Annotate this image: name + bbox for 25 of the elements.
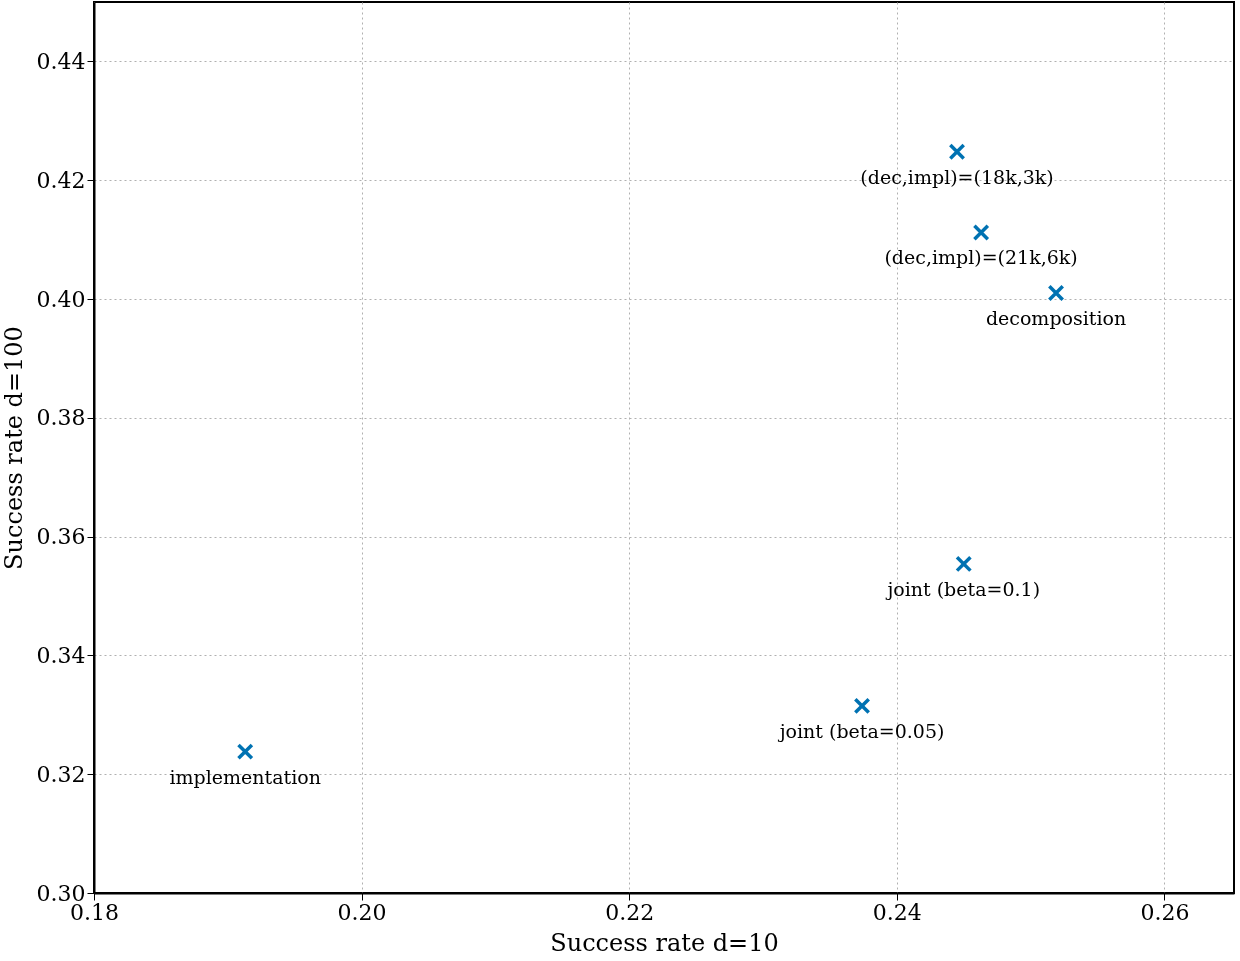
annotation: (dec,impl)=(21k,6k) xyxy=(884,246,1078,269)
x-axis-title: Success rate d=10 xyxy=(550,928,779,957)
annotation: decomposition xyxy=(985,307,1127,330)
point xyxy=(972,224,990,241)
point xyxy=(955,555,973,573)
point xyxy=(853,697,871,715)
y-tick-label: 0.42 xyxy=(36,167,86,193)
point xyxy=(948,143,966,161)
point xyxy=(236,743,254,761)
x-tick-label: 0.26 xyxy=(1140,899,1190,925)
point xyxy=(1047,284,1065,302)
x-tick-label: 0.20 xyxy=(337,899,387,925)
y-tick-label: 0.44 xyxy=(36,48,86,74)
y-axis-title: Success rate d=100 xyxy=(0,326,28,570)
y-tick-label: 0.34 xyxy=(36,642,86,668)
annotation: implementation xyxy=(169,765,321,788)
x-tick-label: 0.22 xyxy=(605,899,655,925)
y-tick-label: 0.32 xyxy=(36,761,86,787)
annotation: joint (beta=0.1) xyxy=(885,577,1041,600)
annotation: joint (beta=0.05) xyxy=(777,719,945,742)
annotation: (dec,impl)=(18k,3k) xyxy=(860,165,1054,188)
y-tick-label: 0.40 xyxy=(36,286,86,312)
y-tick-label: 0.38 xyxy=(36,405,86,431)
x-tick-label: 0.24 xyxy=(872,899,922,925)
y-tick-label: 0.36 xyxy=(36,524,86,550)
